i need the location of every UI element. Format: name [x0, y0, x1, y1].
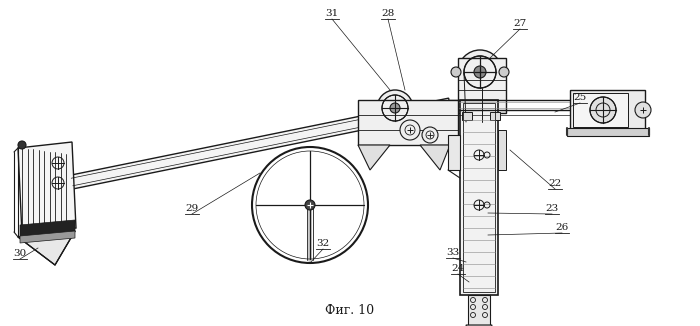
Polygon shape	[18, 231, 75, 265]
Polygon shape	[71, 98, 452, 189]
Bar	[490, 112, 500, 120]
Bar	[570, 90, 645, 130]
Bar	[498, 130, 506, 170]
Polygon shape	[420, 145, 450, 170]
Text: 29: 29	[186, 204, 199, 213]
Polygon shape	[20, 220, 75, 237]
Text: 27: 27	[513, 19, 526, 28]
Bar	[460, 100, 498, 295]
Circle shape	[474, 66, 486, 78]
Circle shape	[590, 97, 616, 123]
Bar	[567, 128, 649, 136]
Polygon shape	[358, 145, 390, 170]
Text: 23: 23	[545, 204, 559, 213]
Text: 25: 25	[573, 93, 587, 102]
Circle shape	[377, 90, 413, 126]
Polygon shape	[20, 231, 75, 243]
Circle shape	[635, 102, 651, 118]
Text: 33: 33	[447, 248, 460, 257]
Circle shape	[499, 67, 509, 77]
Bar	[462, 112, 472, 120]
Bar	[458, 58, 506, 113]
Text: 24: 24	[452, 264, 465, 273]
Circle shape	[451, 67, 461, 77]
Bar	[468, 295, 490, 325]
Circle shape	[390, 103, 400, 113]
Polygon shape	[466, 325, 492, 326]
Text: Фиг. 10: Фиг. 10	[326, 304, 374, 317]
Bar	[448, 135, 460, 170]
Text: 30: 30	[13, 249, 27, 258]
Circle shape	[422, 127, 438, 143]
Circle shape	[305, 200, 315, 210]
Circle shape	[458, 50, 502, 94]
Bar	[358, 100, 458, 145]
Polygon shape	[18, 142, 76, 235]
Text: 26: 26	[555, 223, 568, 232]
Text: 22: 22	[548, 179, 561, 188]
Circle shape	[18, 141, 26, 149]
Bar	[463, 103, 495, 292]
Bar	[573, 93, 628, 127]
Text: 28: 28	[382, 9, 395, 18]
Text: 32: 32	[316, 239, 330, 248]
Text: 31: 31	[326, 9, 339, 18]
Circle shape	[400, 120, 420, 140]
